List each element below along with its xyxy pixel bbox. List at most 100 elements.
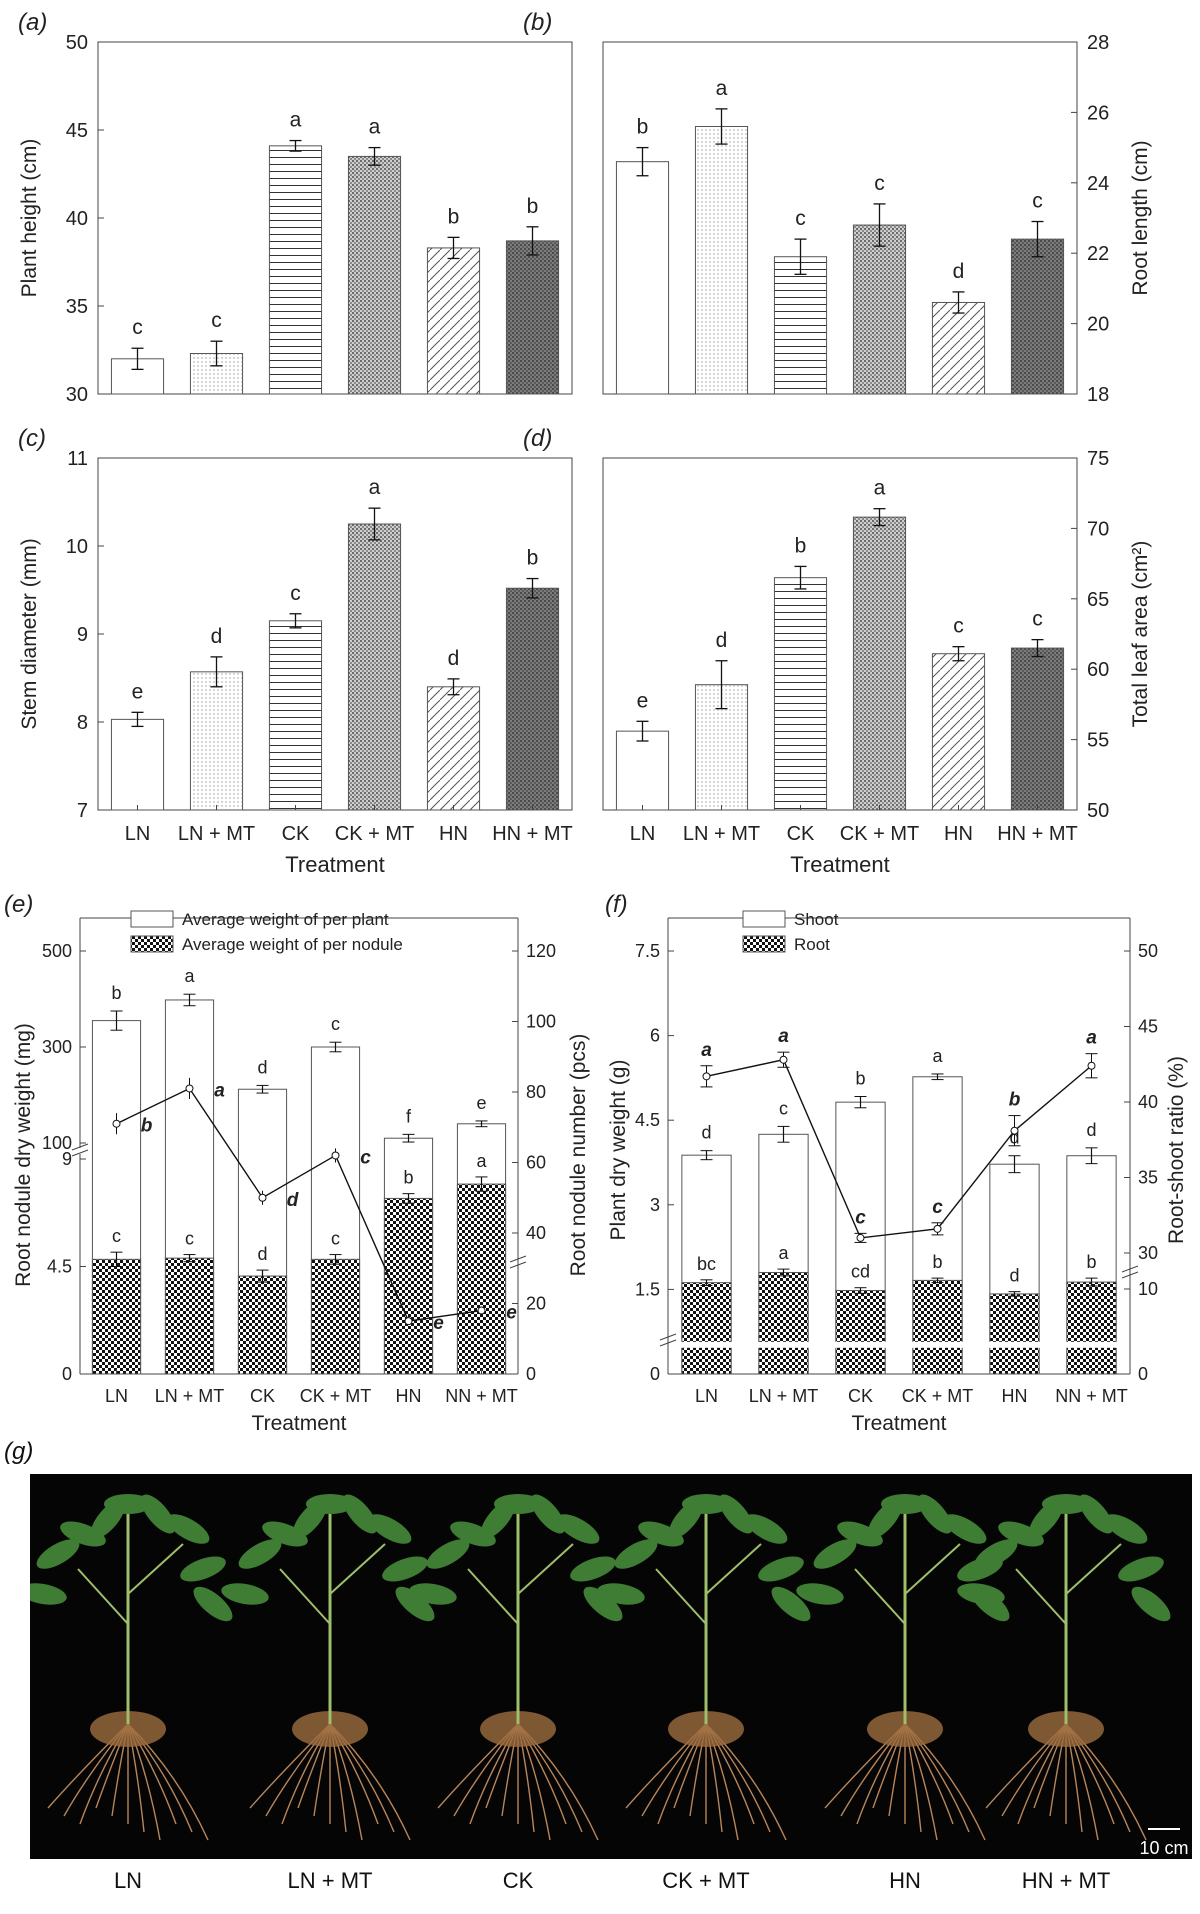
photo-label-6: HN + MT xyxy=(1021,1868,1111,1893)
y-tick-label: 20 xyxy=(1087,314,1109,336)
branch xyxy=(1015,1568,1067,1625)
root-shoot-ratio-point xyxy=(1010,1126,1019,1135)
significance-letter: b xyxy=(403,1168,413,1188)
y-tick-label: 50 xyxy=(1087,800,1109,822)
legend-swatch-shoot xyxy=(742,910,786,928)
bar-6 xyxy=(505,240,560,395)
leaf xyxy=(837,1521,883,1547)
line-significance-letter: a xyxy=(1086,1028,1097,1049)
axis-break-gap xyxy=(72,1148,88,1154)
significance-letter: a xyxy=(932,1046,943,1066)
plant-3 xyxy=(409,1494,623,1841)
y-tick-label: 0 xyxy=(62,1364,72,1384)
plant-4 xyxy=(597,1494,811,1841)
x-axis-label: Treatment xyxy=(285,852,384,877)
x-tick-label: LN xyxy=(695,1386,718,1406)
root-shoot-ratio-line xyxy=(706,1058,1092,1239)
significance-letter: b xyxy=(527,195,539,218)
bar-root-4 xyxy=(912,1279,963,1375)
line-significance-letter: a xyxy=(778,1026,789,1047)
root-mass xyxy=(480,1711,556,1747)
leaf xyxy=(771,1586,811,1622)
x-tick-label: CK + MT xyxy=(840,823,919,845)
y-tick-label: 3 xyxy=(650,1195,660,1215)
axis-break-mark xyxy=(659,1333,677,1341)
significance-letter: c xyxy=(1032,190,1043,213)
branch xyxy=(517,1543,574,1595)
bar-root-6 xyxy=(1066,1281,1117,1375)
significance-letter: c xyxy=(1032,608,1043,631)
y2-tick-label: 30 xyxy=(1138,1243,1158,1263)
bar-break-gap xyxy=(757,1341,810,1348)
nodule-number-point xyxy=(331,1151,340,1160)
bar-root-2 xyxy=(758,1271,809,1375)
significance-letter: c xyxy=(132,316,143,339)
significance-letter: c xyxy=(331,1229,340,1249)
leaf xyxy=(1028,1499,1064,1539)
bar-6 xyxy=(1010,647,1065,811)
line-significance-letter: a xyxy=(701,1040,712,1061)
plant-photo: 10 cm xyxy=(30,1494,1189,1858)
branch xyxy=(77,1568,129,1625)
line-significance-letter: d xyxy=(287,1190,299,1211)
bar-break-gap xyxy=(834,1341,887,1348)
y-tick-label: 26 xyxy=(1087,102,1109,124)
y-axis-label: Root length (cm) xyxy=(1129,140,1152,295)
y-tick-label: 18 xyxy=(1087,384,1109,406)
root-mass xyxy=(90,1711,166,1747)
branch xyxy=(655,1568,707,1625)
photo-label-1: LN xyxy=(113,1868,143,1893)
significance-letter: c xyxy=(331,1014,340,1034)
legend-label-nodule: Average weight of per nodule xyxy=(182,935,403,954)
significance-letter: c xyxy=(874,172,885,195)
leaf xyxy=(813,1539,857,1569)
legend-label-root: Root xyxy=(794,935,830,954)
x-tick-label: CK xyxy=(282,823,310,845)
panel-letter-d: (d) xyxy=(523,425,552,452)
bar-nodule-1 xyxy=(91,1258,142,1375)
y-tick-label: 24 xyxy=(1087,173,1109,195)
bar-2 xyxy=(694,125,749,395)
y-tick-label: 9 xyxy=(77,624,88,646)
significance-letter: a xyxy=(476,1151,487,1171)
line-significance-letter: c xyxy=(360,1147,371,1168)
significance-letter: bc xyxy=(697,1254,716,1274)
significance-letter: d xyxy=(701,1123,711,1143)
y-axis-label: Total leaf area (cm²) xyxy=(1129,541,1152,728)
plot-frame xyxy=(602,457,1078,811)
legend-swatch-nodule xyxy=(130,935,174,953)
y-tick-label: 65 xyxy=(1087,589,1109,611)
bar-root-5 xyxy=(989,1293,1040,1375)
bar-3 xyxy=(773,256,828,395)
leaf xyxy=(530,1494,566,1534)
significance-letter: d xyxy=(716,629,728,652)
axis-break-mark xyxy=(1121,1271,1139,1279)
significance-letter: d xyxy=(257,1057,267,1077)
leaf xyxy=(1078,1494,1114,1534)
branch xyxy=(467,1568,519,1625)
root-mass xyxy=(292,1711,368,1747)
significance-letter: b xyxy=(795,534,807,557)
leaf xyxy=(342,1494,378,1534)
significance-letter: a xyxy=(290,109,302,132)
leaf xyxy=(60,1521,106,1547)
branch xyxy=(904,1543,961,1595)
panel-b: (b) 18 20 22 24 26 28 Root length (cm) b a c c d c xyxy=(523,9,1152,406)
bar-nodule-2 xyxy=(164,1257,215,1375)
y-axis-label: Root nodule dry weight (mg) xyxy=(12,1023,35,1287)
x-tick-label: NN + MT xyxy=(445,1386,518,1406)
y-tick-label: 11 xyxy=(67,448,88,470)
y-tick-label: 4.5 xyxy=(635,1110,660,1130)
y-tick-label: 8 xyxy=(77,712,88,734)
panel-letter-c: (c) xyxy=(18,425,46,452)
bar-6 xyxy=(1010,238,1065,395)
y-tick-label: 60 xyxy=(1087,659,1109,681)
y-tick-label: 22 xyxy=(1087,243,1109,265)
leaf xyxy=(943,1514,987,1544)
line-significance-letter: c xyxy=(932,1197,943,1218)
significance-letter: b xyxy=(448,205,460,228)
plant-6 xyxy=(957,1494,1171,1841)
y-tick-label: 0 xyxy=(650,1364,660,1384)
y-tick-label: 1.5 xyxy=(635,1279,660,1299)
y2-axis-label: Root-shoot ratio (%) xyxy=(1165,1056,1188,1244)
